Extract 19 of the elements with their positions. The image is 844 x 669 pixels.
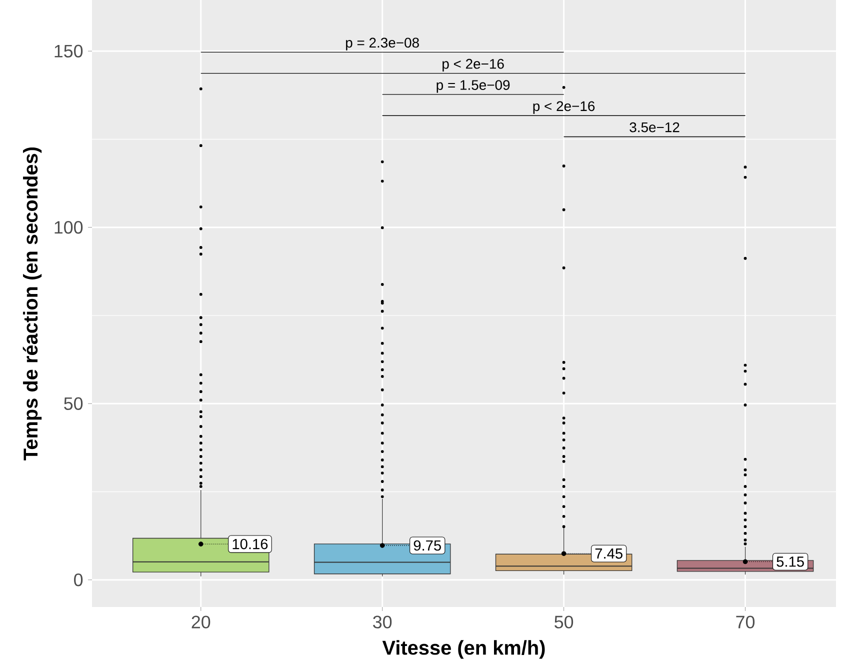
x-tick-label: 70 [736,616,755,628]
annotation: p < 2e−16 [442,58,504,72]
y-tick-label: 50 [64,397,83,410]
annotation: p = 2.3e−08 [346,38,419,50]
y-tick-label: 150 [54,44,83,58]
annotation: p < 2e−16 [533,101,595,114]
x-tick-label: 50 [554,616,574,628]
y-tick-label: 0 [74,574,83,586]
y-tick-label: 100 [54,221,83,234]
y-axis-title: Temps de réaction (en secondes) [22,147,42,460]
annotation: 9.75 [414,540,441,551]
annotation: 3.5e−12 [630,122,680,132]
annotation: 5.15 [776,556,804,567]
x-tick-label: 20 [192,616,210,628]
annotation: 7.45 [595,548,622,559]
annotation: p = 1.5e−09 [436,80,510,93]
x-axis-title: Vitesse (en km/h) [382,640,545,659]
annotation: 10.16 [232,538,268,550]
x-tick-label: 30 [373,616,392,628]
